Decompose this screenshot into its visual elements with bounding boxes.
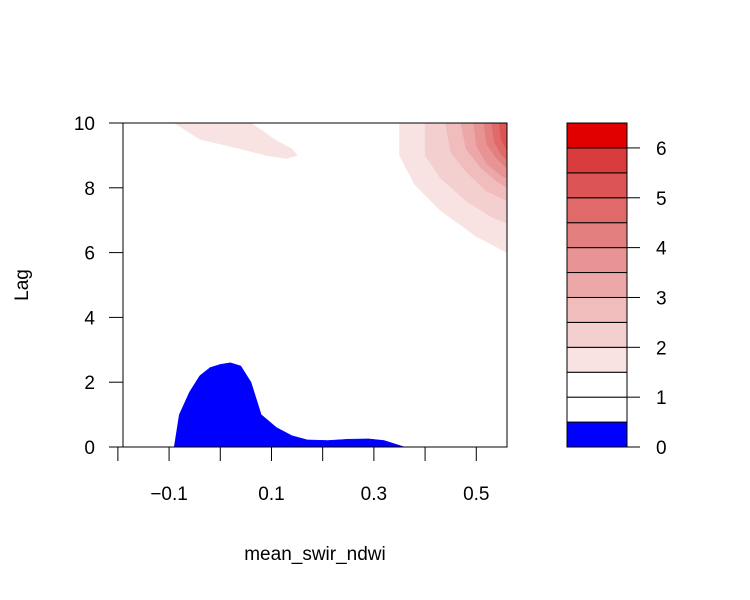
colorbar-tick-label: 0 — [656, 438, 667, 459]
colorbar-legend: 0 1 2 3 4 5 6 — [566, 122, 667, 459]
colorbar-tick-label: 2 — [656, 338, 667, 359]
colorbar-swatch — [566, 396, 628, 423]
colorbar-swatch — [566, 197, 628, 224]
colorbar-swatch — [566, 346, 628, 373]
y-axis-title: Lag — [12, 269, 33, 301]
x-tick-label: 0.1 — [258, 484, 284, 505]
colorbar-tick-label: 6 — [656, 139, 667, 160]
colorbar-swatch — [566, 172, 628, 199]
y-tick-label: 4 — [84, 308, 95, 329]
colorbar-swatch — [566, 222, 628, 249]
colorbar-tick-label: 3 — [656, 288, 667, 309]
x-axis: −0.1 0.1 0.3 0.5 — [117, 447, 489, 505]
colorbar-tick-label: 4 — [656, 239, 667, 260]
colorbar-swatch — [566, 147, 628, 174]
y-tick-label: 2 — [84, 373, 95, 394]
colorbar-swatch — [566, 122, 628, 149]
x-tick-label: −0.1 — [150, 484, 188, 505]
contour-region-low-region — [173, 362, 405, 448]
x-tick-label: 0.5 — [463, 484, 489, 505]
x-tick-label: 0.3 — [361, 484, 387, 505]
colorbar-tick-label: 1 — [656, 388, 667, 409]
colorbar-swatch — [566, 272, 628, 298]
contour-region-top-left-band — [173, 122, 298, 159]
y-tick-label: 10 — [74, 114, 95, 135]
x-axis-title: mean_swir_ndwi — [244, 544, 386, 565]
colorbar-swatch — [566, 371, 628, 398]
y-tick-label: 6 — [84, 244, 95, 265]
y-axis: 0 2 4 6 8 10 — [74, 114, 123, 459]
colorbar-swatch — [566, 421, 628, 448]
colorbar-swatch — [566, 321, 628, 348]
contour-fills — [173, 122, 508, 448]
colorbar-swatch — [566, 296, 628, 323]
colorbar-swatch — [566, 247, 628, 274]
colorbar-tick-label: 5 — [656, 189, 667, 210]
plot-frame — [122, 122, 508, 448]
y-tick-label: 8 — [84, 179, 95, 200]
colorbar-frame — [566, 122, 628, 448]
y-tick-label: 0 — [84, 438, 95, 459]
